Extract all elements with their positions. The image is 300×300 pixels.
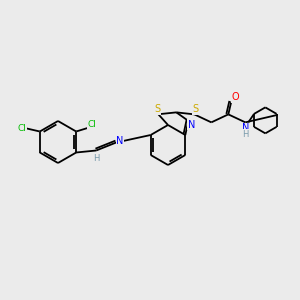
Text: S: S [154, 104, 161, 114]
Text: Cl: Cl [88, 120, 97, 129]
Text: S: S [192, 104, 198, 114]
Text: N: N [116, 136, 124, 146]
Text: O: O [232, 92, 239, 102]
Text: H: H [242, 130, 248, 139]
Text: H: H [93, 154, 99, 163]
Text: N: N [188, 120, 195, 130]
Text: Cl: Cl [17, 124, 26, 133]
Text: N: N [242, 123, 249, 134]
